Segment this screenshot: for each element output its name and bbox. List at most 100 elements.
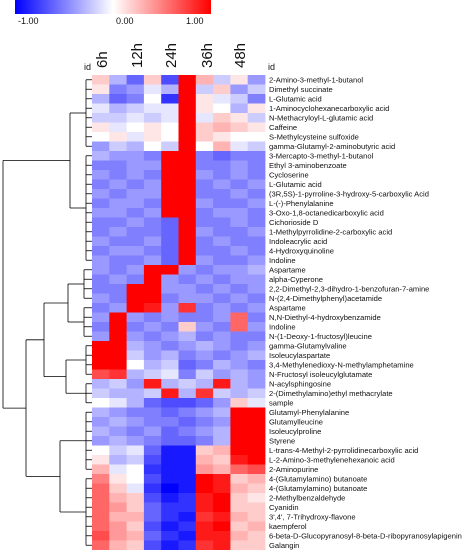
row-label: 3-Oxo-1,8-octanedicarboxylic acid <box>269 208 384 217</box>
colorbar-tick-mid: 0.00 <box>116 16 134 26</box>
heatmap-cell <box>126 388 145 399</box>
heatmap-cell <box>143 540 162 550</box>
heatmap-cell <box>126 331 145 342</box>
heatmap-cell <box>230 274 249 285</box>
heatmap-cell <box>126 540 145 550</box>
heatmap-cell <box>213 445 231 456</box>
heatmap-cell <box>178 398 197 408</box>
heatmap-cell <box>195 94 214 104</box>
heatmap-cell <box>195 455 214 465</box>
heatmap-cell <box>195 103 214 114</box>
row-label: 1-Aminocyclohexanecarboxylic acid <box>269 104 389 113</box>
heatmap-cell <box>213 379 231 389</box>
heatmap-cell <box>92 179 110 190</box>
heatmap-cell <box>92 360 110 370</box>
heatmap-cell <box>195 179 214 190</box>
heatmap-cell <box>178 198 197 209</box>
heatmap-cell <box>109 160 127 171</box>
heatmap-cell <box>178 75 197 85</box>
heatmap-cell <box>213 189 231 199</box>
heatmap-cell <box>247 436 266 446</box>
heatmap-cell <box>247 151 266 161</box>
heatmap-cell <box>126 369 145 380</box>
heatmap-cell <box>213 227 231 237</box>
heatmap-cell <box>109 426 127 437</box>
heatmap-cell <box>143 293 162 304</box>
heatmap-cell <box>126 170 145 180</box>
heatmap-cell <box>92 284 110 294</box>
heatmap-cell <box>213 369 231 380</box>
heatmap-cell <box>178 246 197 256</box>
heatmap-cell <box>213 531 231 541</box>
heatmap-cell <box>126 75 145 85</box>
heatmap-cell <box>247 274 266 285</box>
heatmap-cell <box>143 189 162 199</box>
heatmap-cell <box>230 502 249 513</box>
heatmap-cell <box>213 75 231 85</box>
heatmap-cell <box>195 502 214 513</box>
heatmap-cell <box>230 531 249 541</box>
heatmap-cell <box>178 160 197 171</box>
heatmap-cell <box>195 521 214 532</box>
heatmap-cell <box>247 341 266 351</box>
heatmap-cell <box>213 483 231 494</box>
heatmap-cell <box>178 426 197 437</box>
heatmap-cell <box>161 379 179 389</box>
heatmap-cell <box>230 388 249 399</box>
heatmap-cell <box>195 531 214 541</box>
heatmap-cell <box>178 141 197 152</box>
heatmap-cell <box>195 379 214 389</box>
heatmap-cell <box>126 303 145 313</box>
heatmap-cell <box>109 132 127 142</box>
heatmap-cell <box>161 132 179 142</box>
heatmap-cell <box>126 236 145 247</box>
heatmap-cell <box>178 455 197 465</box>
heatmap-cell <box>109 531 127 541</box>
heatmap-cell <box>195 312 214 323</box>
heatmap-cell <box>126 445 145 456</box>
heatmap-cell <box>178 369 197 380</box>
heatmap-cell <box>126 274 145 285</box>
heatmap-cell <box>247 227 266 237</box>
heatmap-cell <box>195 113 214 123</box>
heatmap-cell <box>126 474 145 484</box>
heatmap-cell <box>109 274 127 285</box>
heatmap-cell <box>126 398 145 408</box>
heatmap-cell <box>143 483 162 494</box>
heatmap-cell <box>109 474 127 484</box>
heatmap-cell <box>178 227 197 237</box>
row-label: N,N-Diethyl-4-hydroxybenzamide <box>269 313 381 322</box>
heatmap-cell <box>230 407 249 418</box>
heatmap-cell <box>178 274 197 285</box>
heatmap-cell <box>126 417 145 427</box>
row-label: alpha-Cyperone <box>269 275 323 284</box>
row-label: Galangin <box>269 541 299 550</box>
heatmap-cell <box>143 303 162 313</box>
heatmap-cell <box>195 331 214 342</box>
heatmap-cell <box>109 151 127 161</box>
heatmap-cell <box>126 217 145 228</box>
heatmap-cell <box>143 502 162 513</box>
heatmap-cell <box>213 132 231 142</box>
heatmap-cell <box>161 113 179 123</box>
heatmap-cell <box>161 246 179 256</box>
heatmap-cell <box>109 388 127 399</box>
heatmap-cell <box>109 331 127 342</box>
row-label: 2-(Dimethylamino)ethyl methacrylate <box>269 389 393 398</box>
heatmap-cell <box>230 322 249 332</box>
heatmap-cell <box>230 160 249 171</box>
heatmap-cell <box>213 293 231 304</box>
heatmap-cell <box>178 103 197 114</box>
heatmap-cell <box>143 113 162 123</box>
heatmap-cell <box>213 407 231 418</box>
heatmap-cell <box>178 464 197 475</box>
heatmap-cell <box>247 417 266 427</box>
row-label: Styrene <box>269 436 295 445</box>
heatmap-cell <box>126 512 145 522</box>
heatmap-cell <box>92 398 110 408</box>
heatmap-cell <box>195 398 214 408</box>
heatmap-cell <box>126 141 145 152</box>
heatmap-cell <box>109 521 127 532</box>
heatmap-cell <box>247 198 266 209</box>
